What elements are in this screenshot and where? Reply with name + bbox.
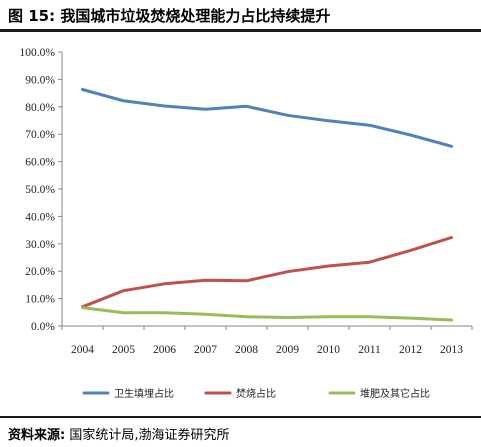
series-line-3 — [81, 306, 453, 322]
y-tick-label: 90.0% — [25, 74, 55, 86]
legend-label-3: 堆肥及其它占比 — [360, 387, 430, 400]
y-tick-label: 0.0% — [31, 321, 55, 333]
figure-title: 图 15: 我国城市垃圾焚烧处理能力占比持续提升 — [8, 7, 331, 25]
y-tick-label: 80.0% — [25, 102, 55, 114]
y-tick-label: 10.0% — [25, 294, 55, 306]
series-line-1 — [81, 88, 453, 148]
chart-container: 0.0% 10.0% 20.0% 30.0% 40.0% 50.0% 60.0% 70.0% 8… — [0, 34, 481, 418]
x-tick-label: 2004 — [71, 344, 94, 356]
x-tick-label: 2007 — [194, 344, 217, 356]
legend-label-1: 卫生填埋占比 — [114, 387, 174, 400]
series-lines — [81, 88, 453, 322]
x-axis: 2004 2005 2006 2007 2008 2009 2010 2011 2012 2013 — [61, 325, 473, 356]
source-note: 资料来源: 国家统计局,渤海证券研究所 — [8, 424, 229, 443]
source-label: 资料来源: — [8, 428, 66, 443]
source-text: 国家统计局,渤海证券研究所 — [69, 428, 230, 443]
figure-header: 图 15: 我国城市垃圾焚烧处理能力占比持续提升 — [0, 0, 481, 32]
x-tick-label: 2010 — [317, 344, 340, 356]
x-tick-label: 2008 — [235, 344, 258, 356]
line-chart: 0.0% 10.0% 20.0% 30.0% 40.0% 50.0% 60.0% 70.0% 8… — [20, 47, 473, 400]
y-tick-label: 60.0% — [25, 157, 55, 169]
y-tick-label: 50.0% — [25, 184, 55, 196]
header-divider — [0, 29, 481, 32]
y-tick-label: 70.0% — [25, 129, 55, 141]
x-tick-label: 2011 — [358, 344, 381, 356]
legend-label-2: 焚烧占比 — [236, 387, 276, 400]
y-tick-label: 20.0% — [25, 266, 55, 278]
x-tick-label: 2005 — [112, 344, 135, 356]
x-tick-label: 2012 — [399, 344, 422, 356]
y-tick-label: 100.0% — [20, 47, 56, 59]
y-tick-label: 30.0% — [25, 239, 55, 251]
legend: 卫生填埋占比 焚烧占比 堆肥及其它占比 — [82, 387, 430, 400]
y-axis: 0.0% 10.0% 20.0% 30.0% 40.0% 50.0% 60.0% 70.0% 8… — [20, 47, 63, 333]
series-line-2 — [81, 236, 453, 309]
x-tick-label: 2006 — [153, 344, 176, 356]
footer-divider — [0, 416, 481, 418]
y-tick-label: 40.0% — [25, 211, 55, 223]
x-tick-label: 2013 — [440, 344, 463, 356]
x-tick-label: 2009 — [276, 344, 299, 356]
